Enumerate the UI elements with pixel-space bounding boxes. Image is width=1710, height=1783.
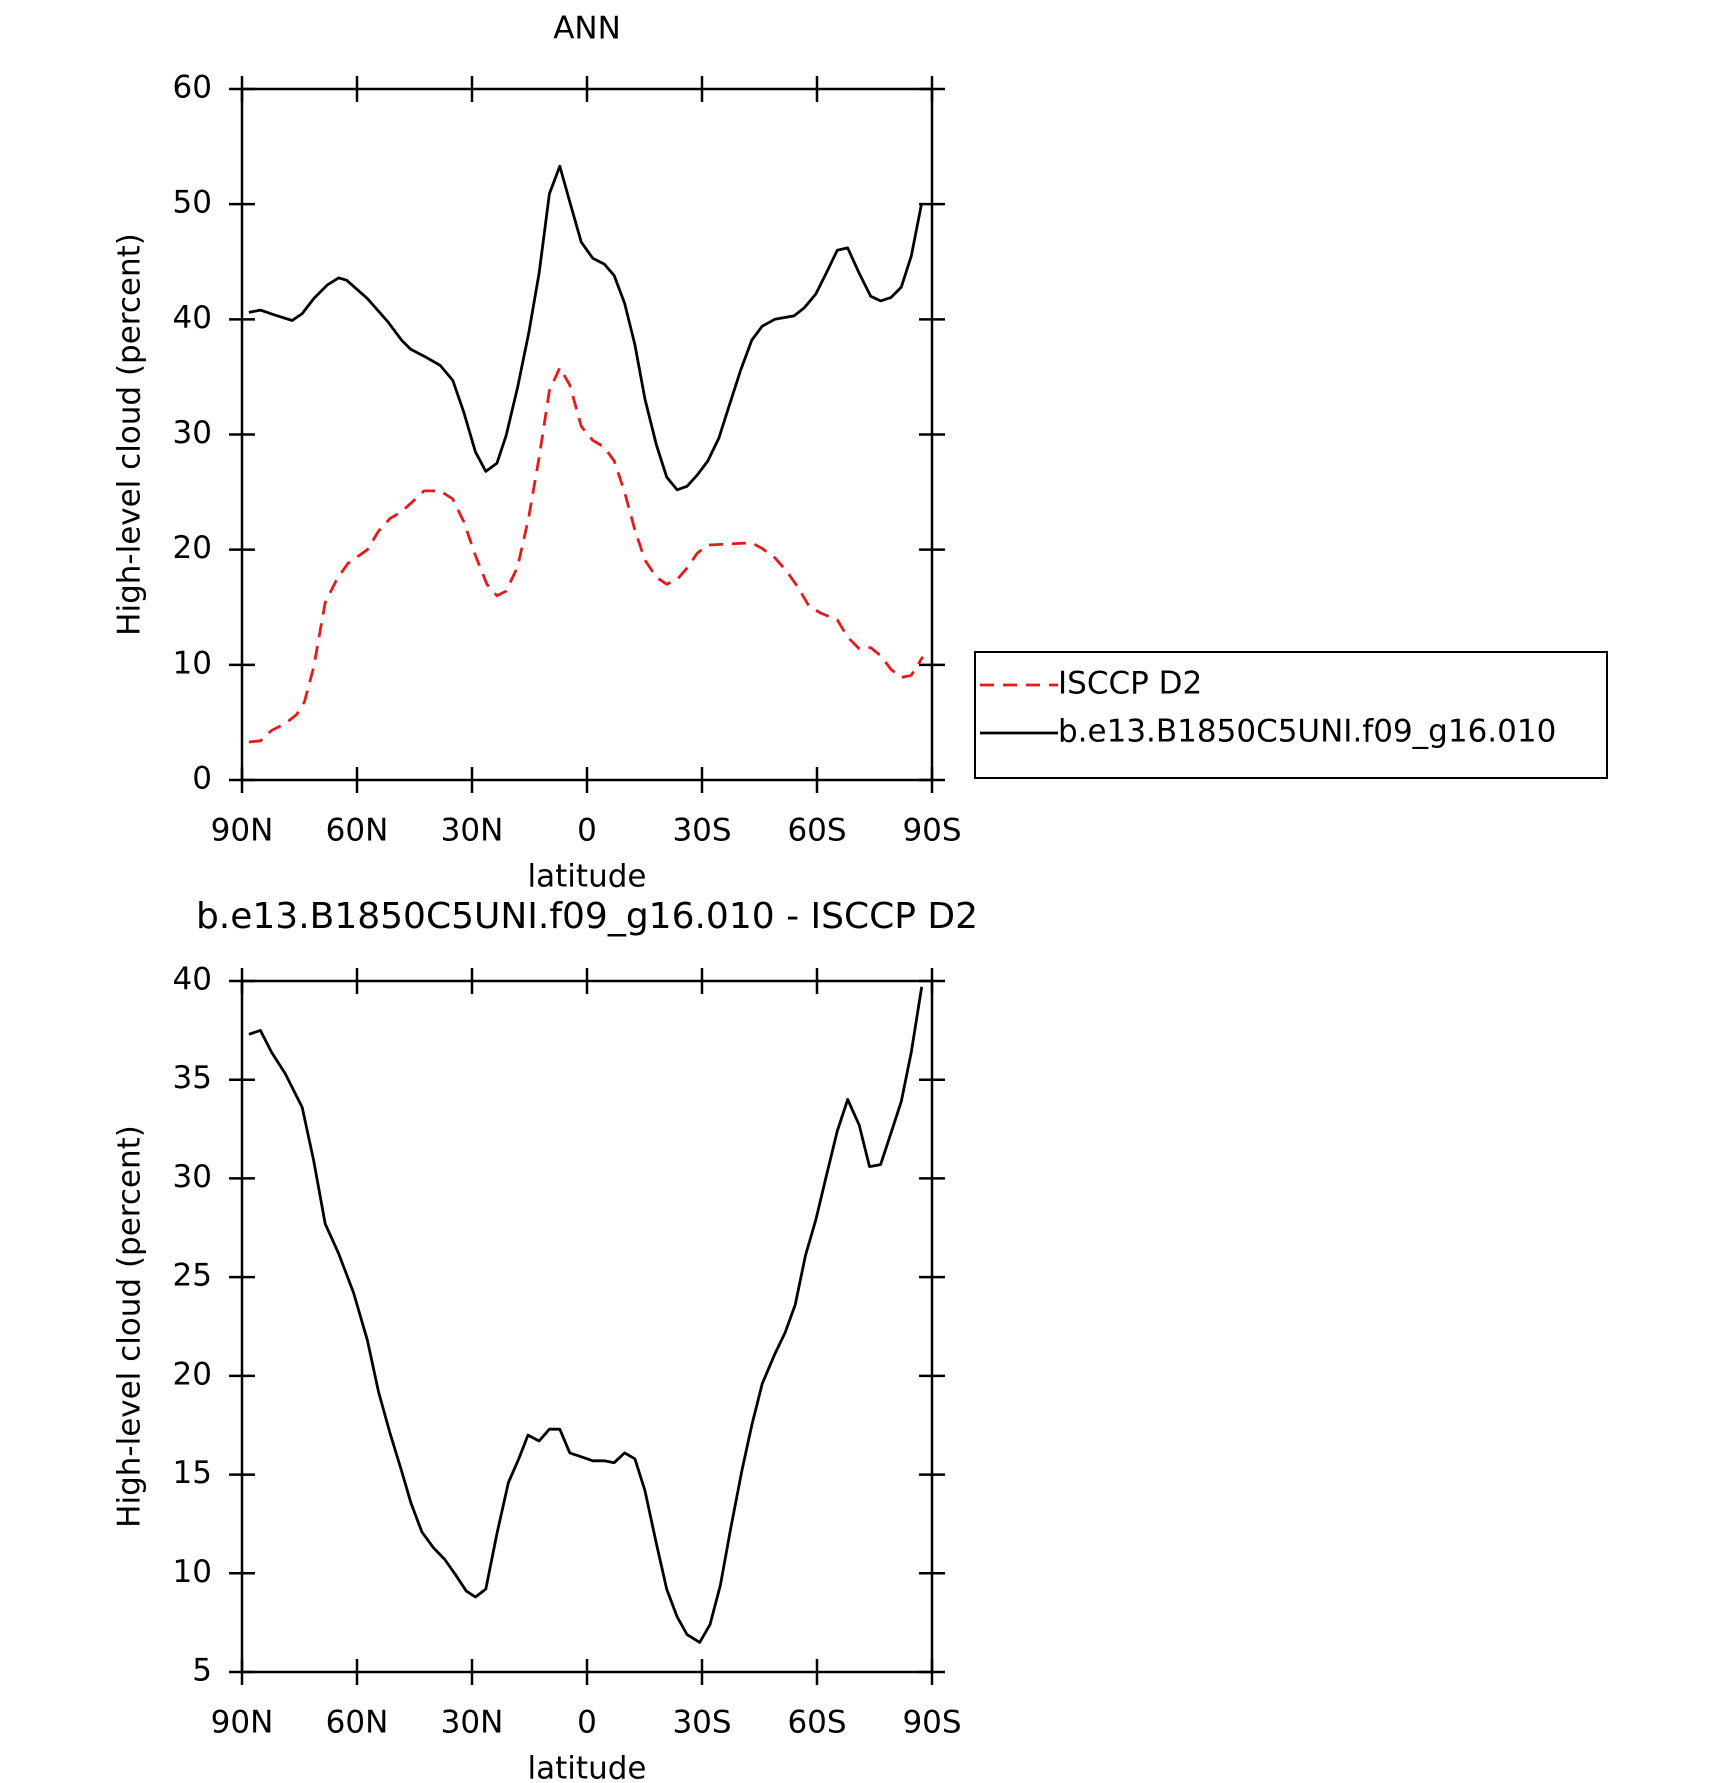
y-tick-label: 30 <box>173 1159 212 1195</box>
x-tick-label: 90S <box>902 813 961 849</box>
plot-frame <box>240 979 934 1674</box>
x-tick-label: 60N <box>326 813 389 849</box>
x-tick-label: 30N <box>441 1705 504 1741</box>
y-axis-label: High-level cloud (percent) <box>112 233 148 636</box>
plot-frame <box>240 87 934 782</box>
y-tick-label: 60 <box>173 70 212 106</box>
y-tick-label: 35 <box>173 1060 212 1096</box>
y-axis-label: High-level cloud (percent) <box>112 1125 148 1528</box>
legend-box <box>974 651 1608 779</box>
x-axis-label: latitude <box>528 1751 647 1783</box>
y-tick-label: 0 <box>192 761 212 797</box>
y-tick-label: 20 <box>173 1356 212 1392</box>
y-tick-label: 25 <box>173 1258 212 1294</box>
legend-label: b.e13.B1850C5UNI.f09_g16.010 <box>1058 714 1556 750</box>
y-tick-label: 50 <box>173 185 212 221</box>
x-tick-label: 0 <box>577 813 597 849</box>
x-tick-label: 60S <box>787 1705 846 1741</box>
x-tick-label: 90N <box>211 813 274 849</box>
y-tick-label: 5 <box>192 1653 212 1689</box>
data-line <box>248 986 924 1644</box>
x-tick-label: 90N <box>211 1705 274 1741</box>
x-tick-label: 60S <box>787 813 846 849</box>
data-line <box>248 164 924 492</box>
y-tick-label: 10 <box>173 1554 212 1590</box>
y-tick-label: 10 <box>173 645 212 681</box>
chart-title: b.e13.B1850C5UNI.f09_g16.010 - ISCCP D2 <box>196 896 978 937</box>
data-line <box>248 366 924 744</box>
x-tick-label: 0 <box>577 1705 597 1741</box>
x-tick-label: 90S <box>902 1705 961 1741</box>
y-tick-label: 20 <box>173 530 212 566</box>
y-tick-label: 40 <box>173 962 212 998</box>
x-tick-label: 30N <box>441 813 504 849</box>
y-tick-label: 40 <box>173 300 212 336</box>
x-tick-label: 60N <box>326 1705 389 1741</box>
legend-label: ISCCP D2 <box>1058 666 1202 702</box>
chart-title: ANN <box>553 11 621 47</box>
x-tick-label: 30S <box>672 813 731 849</box>
x-tick-label: 30S <box>672 1705 731 1741</box>
y-tick-label: 15 <box>173 1455 212 1491</box>
x-axis-label: latitude <box>528 859 647 895</box>
y-tick-label: 30 <box>173 415 212 451</box>
